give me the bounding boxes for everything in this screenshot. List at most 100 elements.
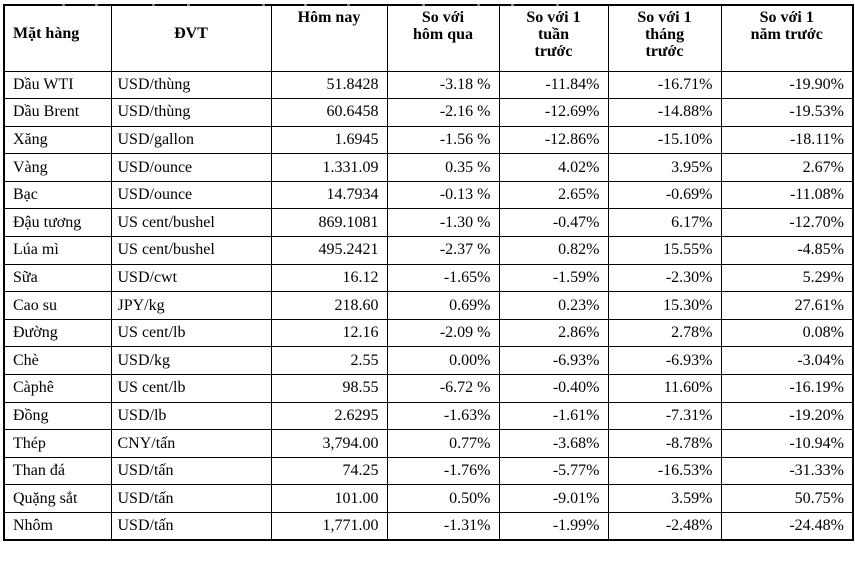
cell-vs-year: 50.75% [720, 484, 854, 513]
cell-vs-month: 11.60% [607, 374, 722, 403]
cell-vs-yesterday: -2.09 % [386, 318, 500, 348]
cell-vs-month: 15.55% [607, 236, 722, 265]
table-row: Cao su JPY/kg 218.60 0.69% 0.23% 15.30% 27.61% [3, 291, 854, 320]
cell-unit: USD/kg [110, 346, 272, 376]
cell-vs-yesterday: -2.16 % [386, 98, 500, 127]
cell-item: Nhôm [3, 512, 112, 541]
cell-vs-month: -7.31% [607, 401, 722, 431]
table-row: Sữa USD/cwt 16.12 -1.65% -1.59% -2.30% 5.29% [3, 263, 854, 293]
cell-vs-year: -10.94% [720, 429, 854, 458]
column-header-vs-yesterday: So với hôm qua [386, 4, 500, 72]
cell-item: Càphê [3, 374, 112, 403]
cell-today: 1.331.09 [270, 153, 388, 182]
cell-item: Quặng sắt [3, 484, 112, 513]
cell-item: Cao su [3, 291, 112, 320]
cell-vs-week: -11.84% [498, 70, 609, 100]
cell-vs-week: -12.86% [498, 125, 609, 155]
cell-vs-year: -31.33% [720, 456, 854, 486]
cell-vs-week: -3.68% [498, 429, 609, 458]
cell-vs-week: -0.47% [498, 208, 609, 238]
cell-vs-month: 15.30% [607, 291, 722, 320]
cell-unit: US cent/bushel [110, 236, 272, 265]
table-row: Nhôm USD/tấn 1,771.00 -1.31% -1.99% -2.48% -24… [3, 512, 854, 541]
cell-today: 495.2421 [270, 236, 388, 265]
cell-vs-month: -0.69% [607, 180, 722, 210]
table-row: Quặng sắt USD/tấn 101.00 0.50% -9.01% 3.59% 50… [3, 484, 854, 513]
cell-unit: USD/ounce [110, 180, 272, 210]
commodity-price-table: Mặt hàng ĐVT Hôm nay So với hôm qua So v… [3, 4, 854, 542]
cell-today: 74.25 [270, 456, 388, 486]
cell-item: Đường [3, 318, 112, 348]
table-row: Than đá USD/tấn 74.25 -1.76% -5.77% -16.53% -3… [3, 456, 854, 486]
column-header-unit: ĐVT [110, 4, 272, 72]
cell-item: Thép [3, 429, 112, 458]
cell-item: Dầu WTI [3, 70, 112, 100]
cell-vs-month: -15.10% [607, 125, 722, 155]
cell-unit: JPY/kg [110, 291, 272, 320]
cell-vs-week: 0.23% [498, 291, 609, 320]
column-header-vs-year: So với 1 năm trước [720, 4, 854, 72]
cell-unit: CNY/tấn [110, 429, 272, 458]
cell-item: Than đá [3, 456, 112, 486]
cell-unit: US cent/lb [110, 374, 272, 403]
header-row: Mặt hàng ĐVT Hôm nay So với hôm qua So v… [3, 4, 854, 72]
table-row: Lúa mì US cent/bushel 495.2421 -2.37 % 0.82%… [3, 236, 854, 265]
cell-vs-year: 27.61% [720, 291, 854, 320]
cell-vs-yesterday: 0.50% [386, 484, 500, 513]
table-row: Đồng USD/lb 2.6295 -1.63% -1.61% -7.31% -19.20… [3, 401, 854, 431]
cell-vs-yesterday: -2.37 % [386, 236, 500, 265]
cell-vs-month: 3.95% [607, 153, 722, 182]
cell-vs-month: -6.93% [607, 346, 722, 376]
cell-item: Sữa [3, 263, 112, 293]
cell-vs-year: -11.08% [720, 180, 854, 210]
cropped-text-artifact [0, 4, 855, 7]
cell-unit: USD/thùng [110, 70, 272, 100]
cell-vs-week: 0.82% [498, 236, 609, 265]
column-header-item: Mặt hàng [3, 4, 112, 72]
cell-vs-yesterday: -1.76% [386, 456, 500, 486]
cell-unit: USD/thùng [110, 98, 272, 127]
cell-item: Lúa mì [3, 236, 112, 265]
cell-item: Đậu tương [3, 208, 112, 238]
cell-unit: USD/ounce [110, 153, 272, 182]
cell-today: 16.12 [270, 263, 388, 293]
cell-vs-yesterday: -1.31% [386, 512, 500, 541]
cell-today: 51.8428 [270, 70, 388, 100]
table-row: Xăng USD/gallon 1.6945 -1.56 % -12.86% -15.10… [3, 125, 854, 155]
cell-today: 60.6458 [270, 98, 388, 127]
column-header-vs-month: So với 1 tháng trước [607, 4, 722, 72]
cell-today: 1,771.00 [270, 512, 388, 541]
cell-unit: USD/cwt [110, 263, 272, 293]
table-row: Dầu WTI USD/thùng 51.8428 -3.18 % -11.84% -16… [3, 70, 854, 100]
cell-unit: USD/gallon [110, 125, 272, 155]
cell-vs-month: -8.78% [607, 429, 722, 458]
cell-vs-week: -1.99% [498, 512, 609, 541]
cell-vs-yesterday: 0.77% [386, 429, 500, 458]
cell-vs-yesterday: -1.65% [386, 263, 500, 293]
cell-vs-month: -16.71% [607, 70, 722, 100]
cell-vs-year: -12.70% [720, 208, 854, 238]
cell-today: 12.16 [270, 318, 388, 348]
cell-item: Chè [3, 346, 112, 376]
cell-today: 3,794.00 [270, 429, 388, 458]
cell-vs-week: -6.93% [498, 346, 609, 376]
cell-unit: USD/lb [110, 401, 272, 431]
cell-vs-week: 2.86% [498, 318, 609, 348]
cell-vs-week: -1.59% [498, 263, 609, 293]
cell-item: Đồng [3, 401, 112, 431]
cell-today: 2.6295 [270, 401, 388, 431]
cell-item: Xăng [3, 125, 112, 155]
cell-vs-month: -2.30% [607, 263, 722, 293]
cell-vs-yesterday: -1.56 % [386, 125, 500, 155]
cell-today: 218.60 [270, 291, 388, 320]
cell-vs-yesterday: -6.72 % [386, 374, 500, 403]
table-row: Bạc USD/ounce 14.7934 -0.13 % 2.65% -0.69% -11… [3, 180, 854, 210]
cell-vs-month: 3.59% [607, 484, 722, 513]
cell-vs-month: 6.17% [607, 208, 722, 238]
table-row: Thép CNY/tấn 3,794.00 0.77% -3.68% -8.78% -10.… [3, 429, 854, 458]
column-header-vs-week: So với 1 tuần trước [498, 4, 609, 72]
cell-today: 101.00 [270, 484, 388, 513]
cell-item: Vàng [3, 153, 112, 182]
cell-vs-year: -19.53% [720, 98, 854, 127]
cell-vs-week: -1.61% [498, 401, 609, 431]
